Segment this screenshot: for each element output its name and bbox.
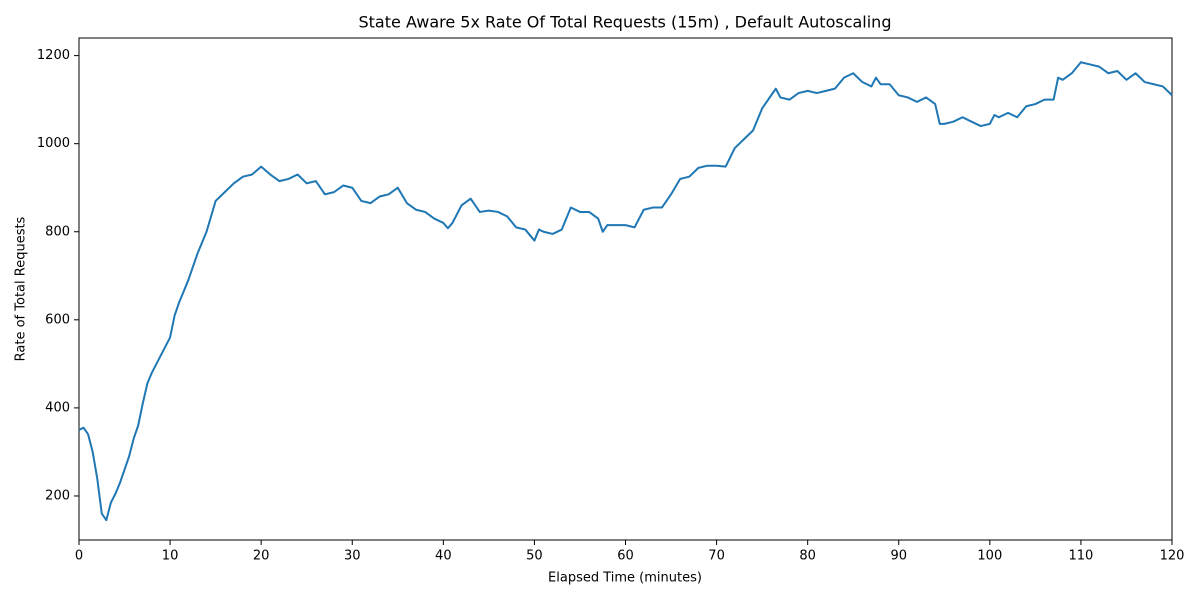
y-tick-label: 600 [45,312,70,327]
x-tick-label: 40 [435,549,452,564]
x-axis-label: Elapsed Time (minutes) [548,571,702,586]
y-tick-label: 800 [45,224,70,239]
y-tick-label: 400 [45,400,70,415]
x-tick-label: 120 [1160,549,1185,564]
x-tick-label: 100 [977,549,1002,564]
x-tick-label: 30 [344,549,361,564]
y-tick-label: 200 [45,488,70,503]
x-tick-label: 110 [1069,549,1094,564]
x-tick-label: 80 [799,549,816,564]
x-tick-label: 60 [617,549,634,564]
x-tick-label: 70 [708,549,725,564]
x-tick-label: 0 [75,549,83,564]
x-tick-label: 50 [526,549,543,564]
y-tick-label: 1000 [37,136,70,151]
chart-title: State Aware 5x Rate Of Total Requests (1… [359,13,892,32]
y-axis-label: Rate of Total Requests [14,216,29,361]
x-tick-label: 10 [162,549,179,564]
y-tick-label: 1200 [37,48,70,63]
x-tick-label: 20 [253,549,270,564]
x-tick-label: 90 [890,549,907,564]
data-line [78,61,1173,522]
